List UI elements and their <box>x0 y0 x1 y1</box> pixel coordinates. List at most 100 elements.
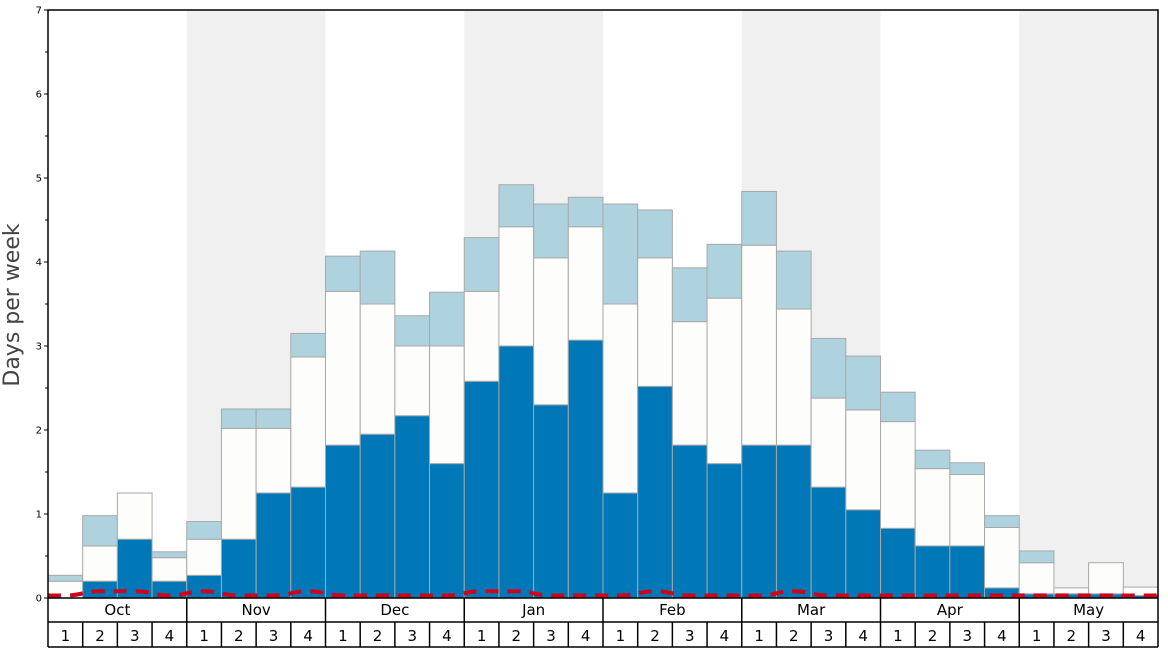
bar-bottom <box>949 545 986 599</box>
bar-middle <box>82 545 118 582</box>
bar-middle <box>1053 587 1090 595</box>
y-axis: 0 1 2 3 4 5 6 7 <box>36 6 48 605</box>
bar-middle <box>429 345 465 465</box>
bar-top <box>775 250 812 310</box>
week-label: 3 <box>407 627 417 645</box>
bar-top <box>463 237 500 292</box>
bar-top <box>255 408 292 429</box>
bar-top <box>1018 550 1055 564</box>
bar-top <box>359 250 396 305</box>
bar-bottom <box>429 463 465 599</box>
y-axis-label: Days per week <box>0 223 25 386</box>
bar-middle <box>602 303 639 494</box>
month-shade-may <box>1019 10 1158 598</box>
bar-bottom <box>290 486 326 599</box>
week-label: 1 <box>199 627 209 645</box>
week-label: 3 <box>269 627 279 645</box>
week-label: 3 <box>1101 627 1111 645</box>
week-label: 1 <box>754 627 764 645</box>
bar-middle <box>671 321 708 446</box>
bar-top <box>325 255 361 292</box>
week-label: 2 <box>234 627 244 645</box>
bar-bottom <box>845 509 881 599</box>
bar-middle <box>880 421 916 529</box>
bar-middle <box>151 557 188 582</box>
bar-middle <box>1088 562 1124 595</box>
bar-middle <box>255 427 292 494</box>
week-label: 1 <box>893 627 903 645</box>
bar-top <box>880 391 916 423</box>
bar-bottom <box>325 444 361 599</box>
y-tick-label: 7 <box>36 6 42 17</box>
bar-bottom <box>255 492 292 599</box>
bar-top <box>671 267 708 323</box>
month-label: May <box>1073 601 1104 619</box>
bar-middle <box>775 308 812 446</box>
y-tick-label: 2 <box>36 426 42 437</box>
y-tick-label: 5 <box>36 174 42 185</box>
week-label: 2 <box>789 627 799 645</box>
bar-middle <box>359 303 396 435</box>
bar-bottom <box>775 444 812 599</box>
bar-top <box>151 551 188 559</box>
week-label: 3 <box>962 627 972 645</box>
week-label: 3 <box>824 627 834 645</box>
week-label: 3 <box>130 627 140 645</box>
bar-middle <box>498 226 535 347</box>
y-tick-label: 0 <box>36 594 42 605</box>
week-label: 4 <box>303 627 313 645</box>
bar-bottom <box>359 433 396 599</box>
bar-top <box>82 515 118 547</box>
bar-top <box>637 209 673 259</box>
week-label: 1 <box>61 627 71 645</box>
y-tick-label: 3 <box>36 342 42 353</box>
month-label: Mar <box>797 601 826 619</box>
bars <box>47 184 1159 599</box>
bar-middle <box>290 356 326 488</box>
week-label: 1 <box>477 627 487 645</box>
bar-top <box>290 332 326 358</box>
y-tick-label: 4 <box>36 258 42 269</box>
bar-top <box>498 184 535 228</box>
bar-top <box>949 462 986 476</box>
month-label: Oct <box>104 601 130 619</box>
bar-bottom <box>498 345 535 599</box>
bar-top <box>533 203 569 259</box>
bar-middle <box>914 468 951 547</box>
bar-middle <box>741 244 777 446</box>
bar-top <box>394 315 431 347</box>
bar-middle <box>845 409 881 511</box>
bar-top <box>845 355 881 411</box>
week-label: 3 <box>685 627 695 645</box>
week-label: 2 <box>373 627 383 645</box>
bar-bottom <box>567 339 604 599</box>
week-label: 2 <box>650 627 660 645</box>
y-tick-label: 1 <box>36 510 42 521</box>
bar-middle <box>394 345 431 417</box>
week-label: 4 <box>858 627 868 645</box>
bar-top <box>706 243 743 299</box>
bar-middle <box>949 474 986 547</box>
bar-bottom <box>671 444 708 599</box>
bar-middle <box>567 226 604 341</box>
trend-line <box>47 589 1158 598</box>
bar-bottom <box>463 380 500 599</box>
week-label: 2 <box>928 627 938 645</box>
trend-line-path <box>47 589 1158 598</box>
bar-middle <box>325 290 361 446</box>
bar-bottom <box>602 492 639 599</box>
bar-bottom <box>880 527 916 599</box>
month-label: Jan <box>521 601 545 619</box>
week-label: 2 <box>95 627 105 645</box>
bar-middle <box>186 538 222 576</box>
week-label: 2 <box>1067 627 1077 645</box>
bar-bottom <box>533 404 569 599</box>
week-label: 4 <box>1136 627 1146 645</box>
week-label: 3 <box>546 627 556 645</box>
bar-bottom <box>914 545 951 599</box>
week-label: 1 <box>1032 627 1042 645</box>
week-label: 2 <box>512 627 522 645</box>
week-label: 1 <box>338 627 348 645</box>
week-label: 4 <box>165 627 175 645</box>
